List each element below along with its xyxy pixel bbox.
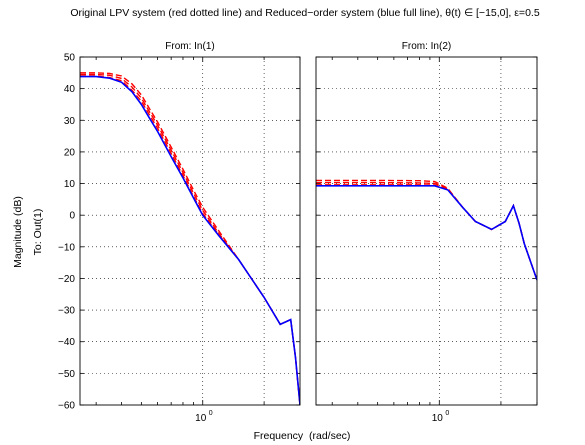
y-tick-label: −10 <box>58 242 75 253</box>
y-tick-label: 0 <box>69 211 75 222</box>
original-series-line <box>80 75 300 405</box>
y-tick-label: 40 <box>64 84 76 95</box>
x-tick-label: 10 <box>195 413 207 424</box>
panel-2: 10 0 From: In(2) <box>315 41 538 424</box>
original-series-line <box>316 184 537 281</box>
original-series-line <box>80 72 300 405</box>
x-tick-label: 10 <box>432 413 444 424</box>
reduced-series-line <box>80 75 300 405</box>
chart-title: Original LPV system (red dotted line) an… <box>70 7 540 19</box>
y-tick-label: 20 <box>64 147 76 158</box>
y-tick-label: 30 <box>64 116 76 127</box>
x-tick-label-exponent: 0 <box>209 410 213 417</box>
original-series-line <box>316 181 537 281</box>
y-tick-label: 10 <box>64 179 76 190</box>
panel-frame <box>79 56 301 406</box>
y-tick-label: −20 <box>58 274 75 285</box>
y-tick-label: −50 <box>58 369 75 380</box>
y-tick-label: −40 <box>58 337 75 348</box>
original-series-line <box>316 179 537 281</box>
original-series-line <box>80 73 300 405</box>
x-tick-label-exponent: 0 <box>445 410 449 417</box>
y-tick-label: −30 <box>58 306 75 317</box>
panel-frame <box>315 56 538 406</box>
x-axis-label: Frequency (rad/sec) <box>254 430 351 442</box>
panel-title: From: In(1) <box>165 41 214 52</box>
output-label: To: Out(1) <box>32 209 44 256</box>
y-axis-label: Magnitude (dB) <box>12 196 24 268</box>
y-tick-label: 50 <box>64 53 76 64</box>
y-tick-label: −60 <box>58 401 75 412</box>
panel-title: From: In(2) <box>402 41 451 52</box>
reduced-series-line <box>316 185 537 281</box>
